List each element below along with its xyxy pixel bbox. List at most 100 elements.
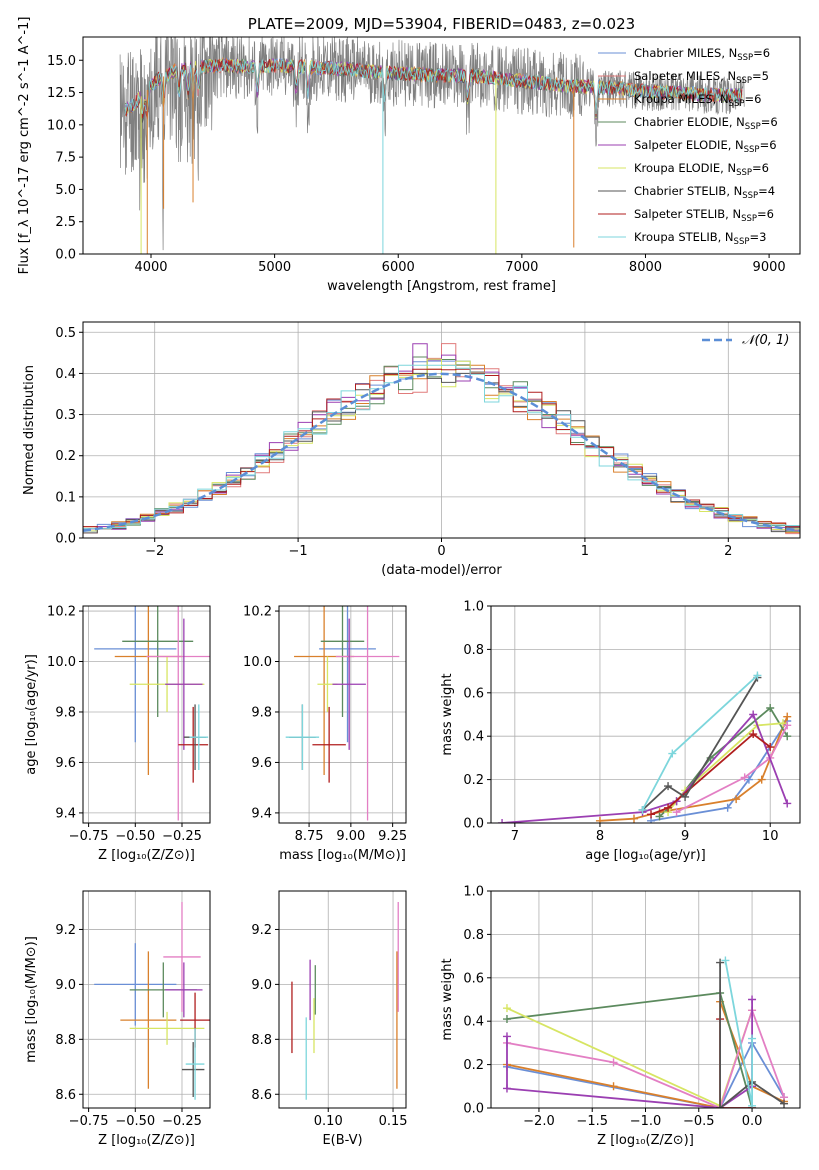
x-axis-label: (data-model)/error: [381, 563, 502, 578]
weight-line: [719, 962, 785, 1108]
y-tick-label: 9.2: [251, 923, 272, 938]
y-tick-label: 7.5: [55, 151, 76, 166]
weight-vs-age-panel: 7 8 9 10 0.0 0.2 0.4 0.6 0.8 1.0 age [log₁₀(age/yr…: [440, 600, 801, 863]
weight-point: [502, 1032, 511, 1041]
legend-entry: Chabrier STELIB, NSSP=4: [634, 184, 775, 201]
legend-text: Kroupa ELODIE, N: [634, 161, 736, 175]
weight-point: [609, 1058, 618, 1067]
y-tick-label: 0.0: [463, 1102, 484, 1117]
model-spectrum: [124, 58, 743, 119]
x-tick-label: 0.0: [742, 1114, 763, 1129]
y-tick-label: 0.5: [55, 326, 76, 341]
legend-text: Salpeter MILES, N: [634, 69, 736, 83]
mass-vs-ebv-panel: 0.10 0.15 8.6 8.8 9.0 9.2 E(B-V): [251, 890, 408, 1148]
x-tick-label: 6000: [382, 260, 415, 275]
y-tick-label: 9.8: [55, 705, 76, 720]
weight-point: [748, 995, 757, 1004]
legend-subscript: SSP: [729, 99, 745, 109]
x-tick-label: 8.75: [295, 829, 324, 844]
y-tick-label: 9.0: [55, 978, 76, 993]
legend-text: =6: [753, 46, 770, 60]
legend-text: Salpeter ELODIE, N: [634, 138, 744, 152]
x-tick-label: 2: [724, 544, 732, 559]
axes-frame: [82, 321, 801, 539]
x-tick-label: 0.15: [379, 1114, 408, 1129]
legend-entry: Kroupa MILES, NSSP=6: [634, 92, 761, 109]
weight-point: [609, 1082, 618, 1091]
y-axis-label: Flux [f_λ 10^-17 erg cm^-2 s^-1 A^-1]: [17, 17, 32, 275]
weight-point: [753, 671, 762, 680]
mass-vs-Z-panel: −0.75 −0.50 −0.25 8.6 8.8 9.0 9.2 Z [log₁₀(Z/Z⊙…: [24, 890, 211, 1148]
legend-text: Chabrier MILES, N: [634, 46, 737, 60]
legend-text: =4: [758, 184, 775, 198]
x-tick-label: 10: [762, 829, 779, 844]
axes-frame: [82, 605, 211, 824]
y-tick-label: 8.6: [251, 1088, 272, 1103]
y-tick-label: 9.6: [55, 756, 76, 771]
model-spectrum: [124, 58, 743, 115]
weight-point: [780, 1099, 789, 1108]
legend-text: Kroupa STELIB, N: [634, 230, 734, 244]
y-tick-label: 0.0: [463, 817, 484, 832]
weight-point: [664, 803, 673, 812]
histogram: [83, 364, 800, 530]
weight-vs-Z-panel: −2.0 −1.5 −1.0 −0.5 0.0 0.0 0.2 0.4 0.6 0.8 1.0 Z […: [440, 885, 801, 1148]
y-tick-label: 0.4: [463, 730, 484, 745]
y-tick-label: 9.2: [55, 923, 76, 938]
y-tick-label: 1.0: [463, 885, 484, 900]
y-tick-label: 0.2: [55, 449, 76, 464]
x-axis-label: Z [log₁₀(Z/Z⊙)]: [597, 1133, 694, 1148]
legend-text: Chabrier STELIB, N: [634, 184, 742, 198]
x-tick-label: 9: [681, 829, 689, 844]
weight-point: [638, 805, 647, 814]
x-axis-label: E(B-V): [322, 1133, 362, 1148]
x-tick-label: −1.5: [576, 1114, 608, 1129]
y-axis-label: mass [log₁₀(M/M⊙)]: [24, 936, 39, 1063]
weight-line: [724, 960, 753, 1106]
x-tick-label: 7000: [505, 260, 538, 275]
y-tick-label: 9.8: [251, 705, 272, 720]
legend-entry: Salpeter STELIB, NSSP=6: [634, 207, 774, 224]
weight-line: [641, 677, 759, 811]
x-tick-label: −0.75: [69, 829, 109, 844]
errorbars: [94, 901, 210, 1100]
y-tick-label: 0.8: [463, 928, 484, 943]
y-tick-label: 12.5: [47, 86, 76, 101]
y-tick-label: 0.3: [55, 408, 76, 423]
legend-text: =6: [744, 92, 761, 106]
y-tick-label: 0.0: [55, 532, 76, 547]
weight-point: [664, 782, 673, 791]
x-tick-label: −1: [289, 544, 308, 559]
y-tick-label: 10.0: [243, 655, 272, 670]
x-tick-label: −0.50: [115, 1114, 155, 1129]
y-tick-label: 8.6: [55, 1088, 76, 1103]
weight-point: [749, 710, 758, 719]
legend-text: =6: [757, 207, 774, 221]
weight-point: [672, 808, 681, 817]
weight-point: [681, 792, 690, 801]
axes-frame: [490, 890, 801, 1109]
y-tick-label: 15.0: [47, 54, 76, 69]
x-tick-label: −0.5: [683, 1114, 715, 1129]
weight-point: [498, 819, 507, 823]
x-tick-label: −2.0: [523, 1114, 555, 1129]
weight-point: [655, 812, 664, 821]
axes-frame: [490, 605, 801, 824]
y-tick-label: 10.0: [47, 655, 76, 670]
weight-point: [749, 730, 758, 739]
legend-entry: Chabrier ELODIE, NSSP=6: [634, 115, 778, 132]
histogram: [83, 368, 800, 530]
legend-subscript: SSP: [736, 76, 752, 86]
y-tick-label: 10.2: [243, 605, 272, 620]
y-tick-label: 0.2: [463, 1058, 484, 1073]
y-axis-label: mass weight: [440, 673, 455, 755]
axes-frame: [278, 890, 407, 1109]
weight-point: [744, 775, 753, 784]
weight-lines: [502, 956, 789, 1108]
weight-point: [716, 1104, 725, 1108]
weight-point: [732, 795, 741, 804]
y-tick-label: 0.4: [463, 1015, 484, 1030]
y-tick-label: 0.8: [463, 643, 484, 658]
x-tick-label: 5000: [258, 260, 291, 275]
